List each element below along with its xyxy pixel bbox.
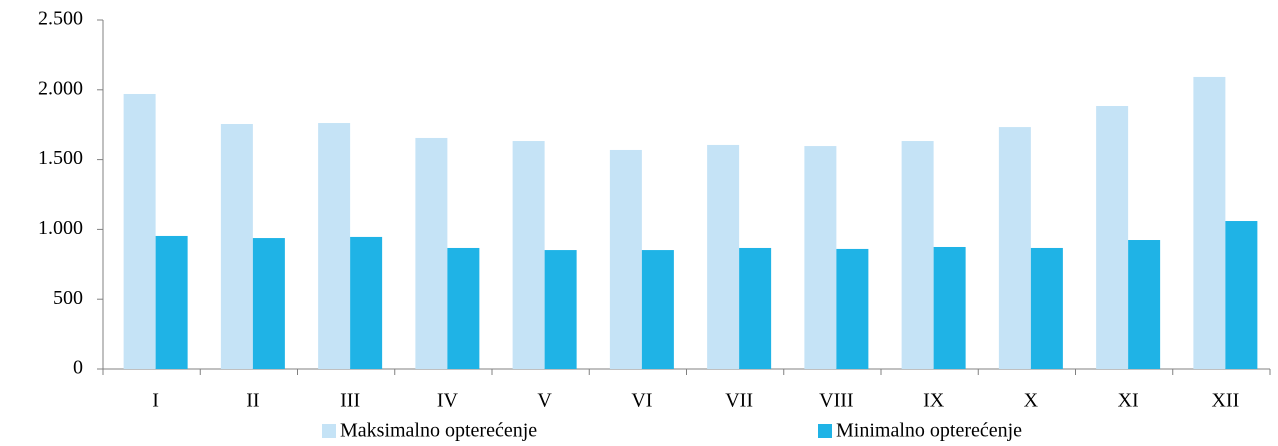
y-tick-label: 500 <box>53 287 83 309</box>
x-tick-label: VII <box>725 390 753 412</box>
bar <box>220 124 253 369</box>
x-tick-label: XI <box>1118 390 1139 412</box>
x-tick-label: XII <box>1211 390 1239 412</box>
bar <box>1096 105 1129 370</box>
bar <box>609 149 642 369</box>
x-tick-label: II <box>246 390 259 412</box>
bar <box>804 146 837 369</box>
bar <box>836 248 869 369</box>
y-tick-label: 0 <box>73 357 83 379</box>
x-tick-label: VIII <box>819 390 853 412</box>
bar <box>155 235 188 369</box>
bar <box>1193 76 1226 370</box>
legend-label: Maksimalno opterećenje <box>340 420 537 442</box>
bar <box>447 247 480 369</box>
bar <box>933 246 966 369</box>
legend-swatch <box>818 424 832 438</box>
x-tick-label: IX <box>923 390 945 412</box>
x-tick-label: VI <box>631 390 652 412</box>
bar <box>512 141 545 369</box>
bar <box>1128 240 1161 369</box>
bar <box>1030 247 1063 369</box>
legend-label: Minimalno opterećenje <box>836 420 1022 442</box>
x-tick-label: III <box>340 390 360 412</box>
bar <box>998 127 1031 369</box>
bar <box>707 144 740 369</box>
bar <box>252 238 285 369</box>
x-tick-label: I <box>152 390 159 412</box>
y-tick-label: 1.000 <box>38 217 83 239</box>
bar <box>641 250 674 369</box>
y-tick-label: 2.500 <box>38 8 83 30</box>
bar <box>123 93 156 369</box>
x-tick-label: IV <box>437 390 459 412</box>
bar <box>350 236 383 369</box>
bar <box>415 137 448 369</box>
bar <box>739 247 772 369</box>
bar <box>318 123 351 369</box>
x-tick-label: X <box>1024 390 1039 412</box>
bar <box>901 141 934 369</box>
bar <box>1225 221 1258 369</box>
legend-swatch <box>322 424 336 438</box>
y-tick-label: 1.500 <box>38 147 83 169</box>
bar <box>544 250 577 369</box>
y-tick-label: 2.000 <box>38 77 83 99</box>
x-tick-label: V <box>537 390 552 412</box>
